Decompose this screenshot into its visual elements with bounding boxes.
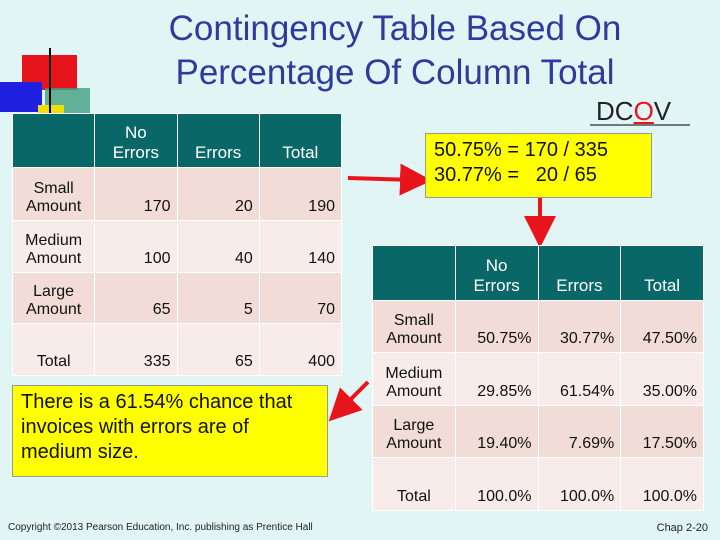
table-row: Small Amount 170 20 190 (11, 167, 343, 221)
table-cell: 170 (94, 167, 178, 221)
table-cell: Total (372, 457, 456, 511)
table-cell: No Errors (94, 113, 178, 168)
table-cell: 61.54% (537, 352, 622, 406)
table-cell (11, 113, 96, 168)
table-cell: 100 (94, 220, 178, 273)
table-cell: Large Amount (372, 405, 456, 458)
percent-table: No Errors Errors Total Small Amount 50.75% 30… (372, 245, 704, 511)
table-cell: Medium Amount (372, 352, 456, 406)
table-row: Large Amount 19.40% 7.69% 17.50% (372, 405, 704, 458)
table-cell: 100.0% (454, 457, 539, 511)
table-cell: 140 (258, 220, 343, 273)
table-cell: 47.50% (620, 300, 704, 353)
note-box: There is a 61.54% chance that invoices w… (12, 385, 328, 477)
table-cell: 65 (94, 272, 178, 324)
table-row: No Errors Errors Total (372, 245, 704, 301)
table-cell: Total (620, 245, 704, 301)
table-cell (372, 245, 456, 301)
table-cell: 190 (258, 167, 343, 221)
table-cell: 30.77% (537, 300, 622, 353)
table-cell: 100.0% (537, 457, 622, 511)
table-cell: 50.75% (454, 300, 539, 353)
table-cell: Total (258, 113, 343, 168)
logo-part: V (653, 96, 672, 126)
table-cell: 70 (258, 272, 343, 324)
table-cell: 19.40% (454, 405, 539, 458)
logo: DCOV (596, 96, 671, 127)
title-line: Contingency Table Based On (168, 9, 622, 48)
table-cell: Errors (176, 113, 260, 168)
arrow (347, 163, 432, 196)
table-cell: 17.50% (620, 405, 704, 458)
arrow (328, 380, 370, 422)
count-table: No Errors Errors Total Small Amount 170 20 190… (11, 113, 343, 376)
table-cell: Errors (537, 245, 622, 301)
table-cell: No Errors (454, 245, 539, 301)
table-cell: 100.0% (620, 457, 704, 511)
logo-part: O (633, 96, 654, 126)
calc-box: 50.75% = 170 / 335 30.77% = 20 / 65 (425, 133, 652, 198)
table-cell: 40 (176, 220, 260, 273)
table-cell: 29.85% (454, 352, 539, 406)
table-cell: 335 (94, 323, 178, 376)
table-row: Total 335 65 400 (11, 323, 343, 376)
calc-line: 50.75% = 170 / 335 (434, 139, 609, 161)
table-cell: 20 (176, 167, 260, 221)
deco-square (0, 82, 42, 112)
table-row: Medium Amount 100 40 140 (11, 220, 343, 273)
table-cell: Small Amount (372, 300, 456, 353)
calc-line: 30.77% = 20 / 65 (434, 164, 597, 186)
table-row: Total 100.0% 100.0% 100.0% (372, 457, 704, 511)
logo-part: DC (596, 96, 634, 126)
table-cell: 35.00% (620, 352, 704, 406)
table-row: Medium Amount 29.85% 61.54% 35.00% (372, 352, 704, 406)
page-number: Chap 2-20 (656, 522, 708, 534)
table-cell: Small Amount (11, 167, 96, 221)
table-cell: 65 (176, 323, 260, 376)
table-cell: 7.69% (537, 405, 622, 458)
table-row: Large Amount 65 5 70 (11, 272, 343, 324)
table-cell: Total (11, 323, 96, 376)
table-row: Small Amount 50.75% 30.77% 47.50% (372, 300, 704, 353)
copyright: Copyright ©2013 Pearson Education, Inc. … (8, 522, 313, 533)
title-line: Percentage Of Column Total (175, 53, 615, 92)
table-cell: 5 (176, 272, 260, 324)
table-cell: Medium Amount (11, 220, 96, 273)
table-cell: Large Amount (11, 272, 96, 324)
table-row: No Errors Errors Total (11, 113, 343, 168)
table-cell: 400 (258, 323, 343, 376)
